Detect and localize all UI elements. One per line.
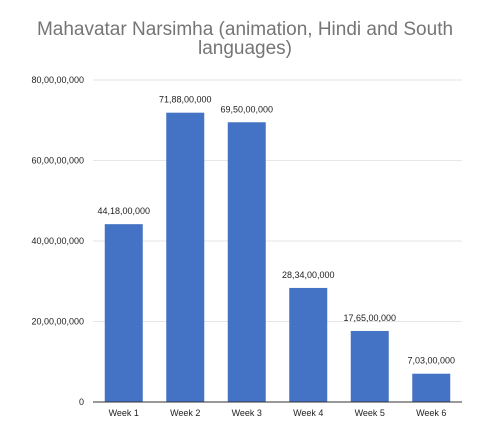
bar: [104, 224, 143, 402]
x-tick-label: Week 4: [293, 408, 323, 418]
gridlines: [93, 79, 462, 322]
bar: [350, 330, 389, 402]
data-label: 7,03,00,000: [407, 356, 455, 366]
y-tick-label: 40,00,00,000: [31, 236, 84, 246]
y-tick-label: 60,00,00,000: [31, 156, 84, 166]
y-tick-label: 80,00,00,000: [31, 75, 84, 85]
bar: [412, 373, 451, 402]
y-tick-label: 0: [79, 397, 84, 407]
data-labels: 44,18,00,000 71,88,00,000 69,50,00,000 28,3…: [97, 95, 455, 366]
y-tick-label: 20,00,00,000: [31, 317, 84, 327]
bar: [227, 122, 266, 402]
data-label: 71,88,00,000: [159, 95, 212, 105]
data-label: 44,18,00,000: [97, 206, 150, 216]
bar: [289, 287, 328, 402]
x-axis-ticks: Week 1 Week 2 Week 3 Week 4 Week 5 Week 6: [109, 408, 447, 418]
y-axis-ticks: 0 20,00,00,000 40,00,00,000 60,00,00,000 80,…: [31, 75, 84, 407]
x-tick-label: Week 3: [232, 408, 262, 418]
data-label: 17,65,00,000: [343, 313, 396, 323]
x-tick-label: Week 5: [355, 408, 385, 418]
bar: [166, 112, 205, 403]
data-label: 69,50,00,000: [220, 104, 273, 114]
chart-title: Mahavatar Narsimha (animation, Hindi and…: [36, 19, 454, 59]
x-tick-label: Week 2: [170, 408, 200, 418]
x-tick-label: Week 1: [109, 408, 139, 418]
bars: [104, 112, 451, 403]
x-tick-label: Week 6: [416, 408, 446, 418]
data-label: 28,34,00,000: [282, 270, 335, 280]
